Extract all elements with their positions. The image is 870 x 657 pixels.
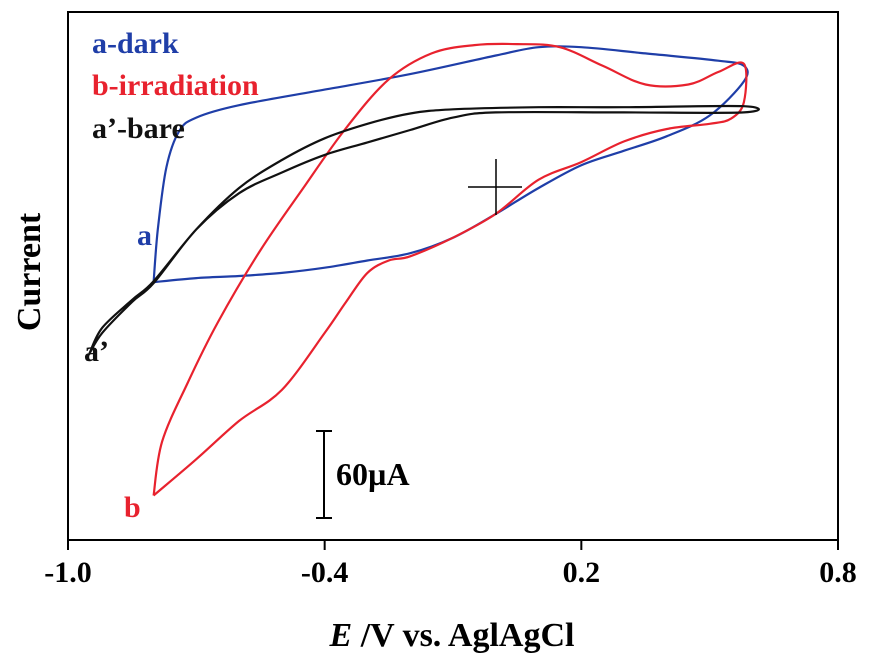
series-line-a-dark	[152, 45, 749, 284]
x-tick-label: 0.8	[819, 556, 857, 589]
y-axis-label: Current	[11, 212, 48, 331]
crosshair-marker	[468, 159, 522, 215]
series-line-b-irradiation	[152, 42, 748, 497]
legend: a-dark b-irradiation a’-bare	[92, 27, 259, 145]
x-axis-label-symbol: E	[329, 617, 353, 654]
x-axis-label-text: /V vs. AglAgCl	[352, 617, 574, 654]
x-tick-label: -0.4	[301, 556, 349, 589]
legend-item-b-irradiation: b-irradiation	[92, 69, 259, 102]
series-line-a-bare	[88, 104, 760, 355]
x-tick-label: -1.0	[44, 556, 92, 589]
x-axis-label: E /V vs. AglAgCl	[329, 617, 575, 654]
scale-bar	[316, 430, 332, 519]
legend-item-a-dark: a-dark	[92, 27, 179, 60]
curves	[88, 42, 760, 497]
legend-item-a-prime-bare: a’-bare	[92, 112, 185, 145]
x-tick-label: 0.2	[563, 556, 601, 589]
curve-label-b: b	[124, 491, 141, 524]
curve-label-a: a	[137, 219, 152, 252]
curve-label-a-prime: a’	[84, 335, 109, 368]
scale-bar-label: 60µA	[336, 456, 410, 492]
plot-frame	[67, 11, 839, 541]
x-ticks: -1.0 -0.4 0.2 0.8	[44, 540, 857, 589]
